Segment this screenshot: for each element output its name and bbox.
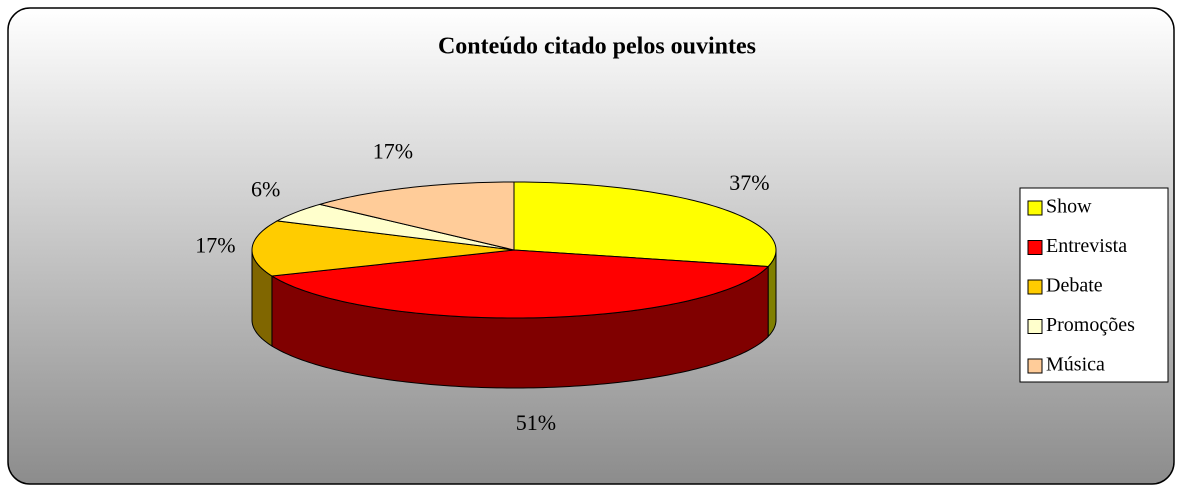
data-label: 6%: [251, 176, 280, 201]
data-label: 17%: [373, 139, 413, 164]
legend-label: Promoções: [1046, 314, 1135, 336]
chart-title: Conteúdo citado pelos ouvintes: [438, 34, 756, 60]
data-label: 51%: [516, 410, 556, 435]
data-label: 17%: [195, 232, 235, 257]
legend-swatch: [1027, 358, 1043, 374]
legend-box: [1019, 187, 1169, 383]
data-label: 37%: [729, 170, 769, 195]
legend-label: Debate: [1046, 275, 1103, 297]
pie-slice: [270, 249, 770, 319]
pie-slice: [275, 203, 515, 251]
legend: Show Entrevista Debate Promoções Música: [1019, 187, 1169, 383]
pie-slice: [319, 181, 515, 251]
pie: 37% 51% 17% 6% 17%: [195, 139, 777, 435]
pie-slice: [513, 181, 777, 268]
pie-slice: [251, 220, 515, 277]
legend-label: Entrevista: [1046, 235, 1127, 257]
legend-swatch: [1027, 319, 1043, 334]
legend-swatch: [1027, 279, 1043, 295]
legend-label: Show: [1046, 196, 1092, 218]
legend-label: Música: [1046, 354, 1105, 376]
legend-swatch: [1027, 240, 1043, 255]
legend-swatch: [1027, 200, 1043, 216]
